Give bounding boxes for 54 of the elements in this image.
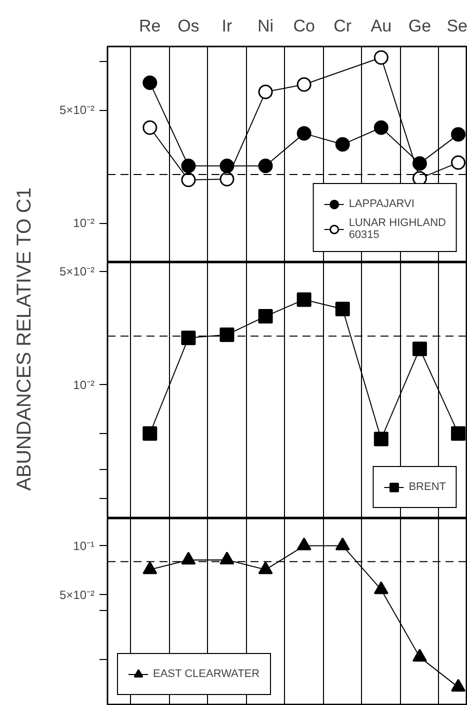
point [451, 426, 466, 441]
x-tick-label: Re [139, 16, 161, 36]
x-tick-label: Ni [258, 16, 274, 36]
point [181, 158, 196, 174]
point [296, 77, 312, 92]
point [220, 552, 234, 564]
point [142, 75, 158, 90]
x-tick-label: Ge [408, 16, 432, 36]
point [374, 50, 388, 65]
y-tick-label: 5×10⁻² [59, 264, 95, 279]
point [220, 172, 234, 186]
point [181, 172, 196, 188]
point [374, 120, 388, 135]
y-axis-title: ABUNDANCES RELATIVE TO C1 [14, 187, 36, 491]
x-tick-label: Se [446, 16, 467, 36]
point [142, 426, 158, 441]
x-tick-label: Os [178, 16, 200, 36]
x-tick-label: Co [293, 16, 315, 36]
x-tick-label: Ir [222, 16, 233, 36]
point [451, 678, 466, 692]
point [258, 84, 273, 100]
point [374, 581, 388, 594]
legend-label: EAST CLEARWATER [153, 668, 260, 680]
point [451, 127, 466, 142]
point [296, 126, 312, 141]
y-tick-label: 10⁻² [73, 216, 95, 230]
y-tick-label: 5×10⁻² [59, 103, 95, 118]
point [412, 156, 427, 171]
x-tick-label: Cr [334, 16, 352, 36]
point [258, 309, 273, 324]
point [258, 561, 273, 574]
point [142, 120, 158, 135]
legend-label: LUNAR HIGHLAND 60315 [348, 217, 446, 241]
y-tick-label: 5×10⁻² [59, 588, 95, 602]
point [374, 432, 388, 446]
point [220, 327, 234, 342]
point [258, 158, 273, 174]
y-tick-label: 10⁻² [73, 378, 95, 392]
point [451, 155, 466, 170]
point [142, 561, 158, 574]
legend-label: BRENT [408, 481, 446, 493]
point [335, 302, 350, 316]
point [335, 538, 350, 550]
point [335, 137, 350, 152]
point [296, 292, 312, 307]
point [412, 648, 427, 662]
point [220, 158, 234, 174]
point [412, 342, 427, 356]
point [181, 552, 196, 565]
y-tick-label: 10⁻¹ [73, 538, 95, 553]
point [296, 538, 312, 550]
point [181, 330, 196, 346]
legend-label: LAPPAJARVI [348, 198, 414, 210]
x-tick-label: Au [370, 16, 392, 36]
